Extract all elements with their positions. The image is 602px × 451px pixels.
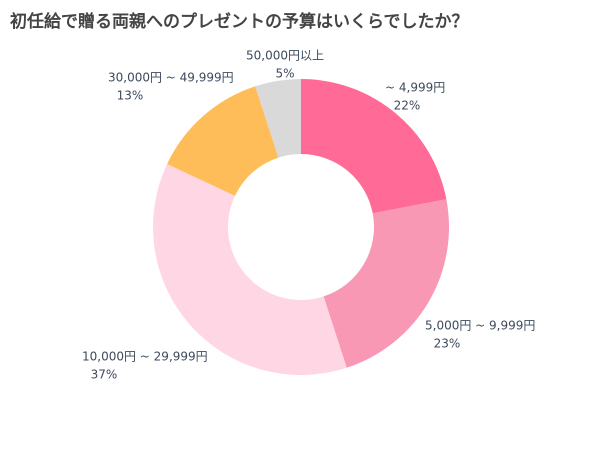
slice-label: 5,000円 ~ 9,999円 (425, 319, 535, 333)
slice-value-label: 23% (434, 337, 461, 351)
slice-value-label: 22% (394, 99, 421, 113)
donut-slice (167, 86, 279, 196)
donut-slice (255, 79, 301, 158)
slice-label: 50,000円以上 (246, 49, 324, 63)
slice-label: 10,000円 ~ 29,999円 (82, 350, 208, 364)
donut-slice (153, 163, 347, 376)
donut-slice (323, 199, 450, 368)
slice-label: 30,000円 ~ 49,999円 (108, 71, 234, 85)
slice-label: ~ 4,999円 (385, 81, 445, 95)
slice-value-label: 37% (91, 368, 118, 382)
chart-title: 初任給で贈る両親へのプレゼントの予算はいくらでしたか？ (10, 11, 469, 32)
slice-value-label: 13% (117, 89, 144, 103)
donut-slice (301, 78, 447, 214)
slice-value-label: 5% (275, 67, 294, 81)
